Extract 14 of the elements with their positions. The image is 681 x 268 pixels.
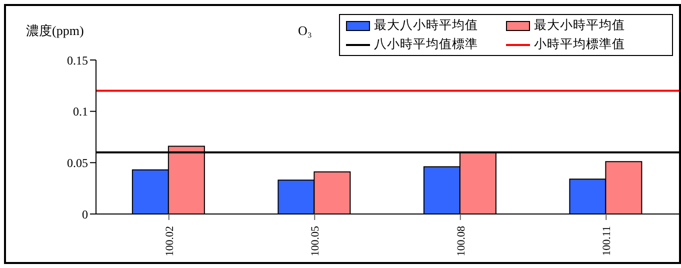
x-tick-label: 100.05 — [310, 226, 322, 256]
x-tick-label: 100.02 — [164, 226, 176, 256]
y-tick-label: 0.15 — [67, 53, 88, 68]
legend-label: 最大小時平均值 — [533, 17, 626, 34]
chart-title: O₃ — [298, 23, 312, 38]
x-tick-label: 100.08 — [455, 226, 468, 256]
x-tick-label: 100.11 — [601, 226, 614, 256]
y-tick-label: 0.1 — [73, 104, 88, 119]
y-tick-label: 0 — [82, 207, 88, 222]
y-axis-title: 濃度(ppm) — [26, 22, 84, 40]
legend-label: 小時平均標準值 — [533, 36, 626, 53]
legend-label: 八小時平均值標準 — [373, 36, 479, 53]
legend-label: 最大八小時平均值 — [373, 17, 479, 34]
y-tick-label: 0.05 — [67, 156, 88, 170]
